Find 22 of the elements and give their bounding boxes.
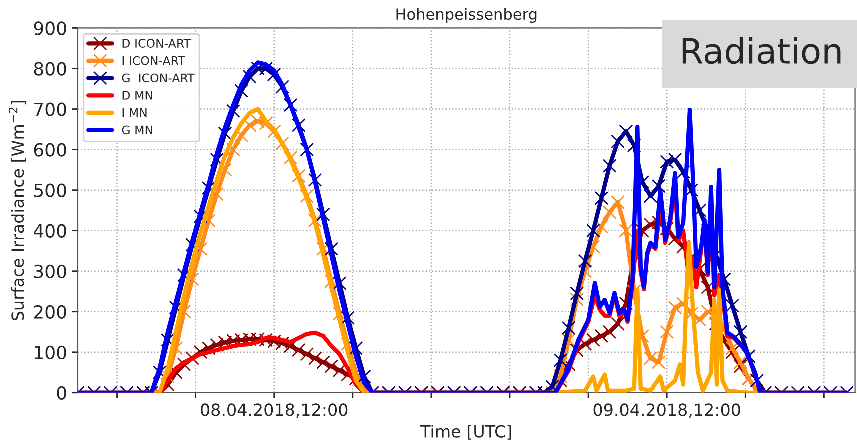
chart-title: Hohenpeissenberg: [396, 8, 537, 24]
annotation: Radiation: [682, 37, 841, 64]
x-tick-label: 09.04.2018,12:00: [594, 404, 740, 418]
legend-label: I ICON-ART: [122, 56, 186, 66]
y-tick-label: 900: [34, 22, 66, 36]
y-tick-label: 600: [34, 143, 66, 157]
y-tick-label: 800: [34, 62, 66, 76]
legend-label: I MN: [122, 108, 147, 118]
y-tick-label: 200: [34, 305, 66, 319]
y-tick-label: 700: [34, 102, 66, 116]
legend-label: G MN: [122, 126, 152, 135]
legend-label: G ICON-ART: [122, 74, 195, 83]
y-tick-label: 0: [57, 386, 66, 400]
y-tick-label: 300: [34, 264, 66, 278]
legend-label: D MN: [122, 91, 152, 100]
x-tick-label: 08.04.2018,12:00: [201, 404, 348, 418]
y-tick-label: 500: [34, 184, 66, 198]
y-tick-label: 400: [34, 224, 66, 238]
y-axis-title: Surface Irradiance [Wm$^{−2}$]: [8, 101, 26, 320]
x-axis-title: Time [UTC]: [420, 425, 512, 440]
y-tick-label: 100: [35, 346, 66, 360]
legend-label: D ICON-ART: [122, 39, 192, 48]
